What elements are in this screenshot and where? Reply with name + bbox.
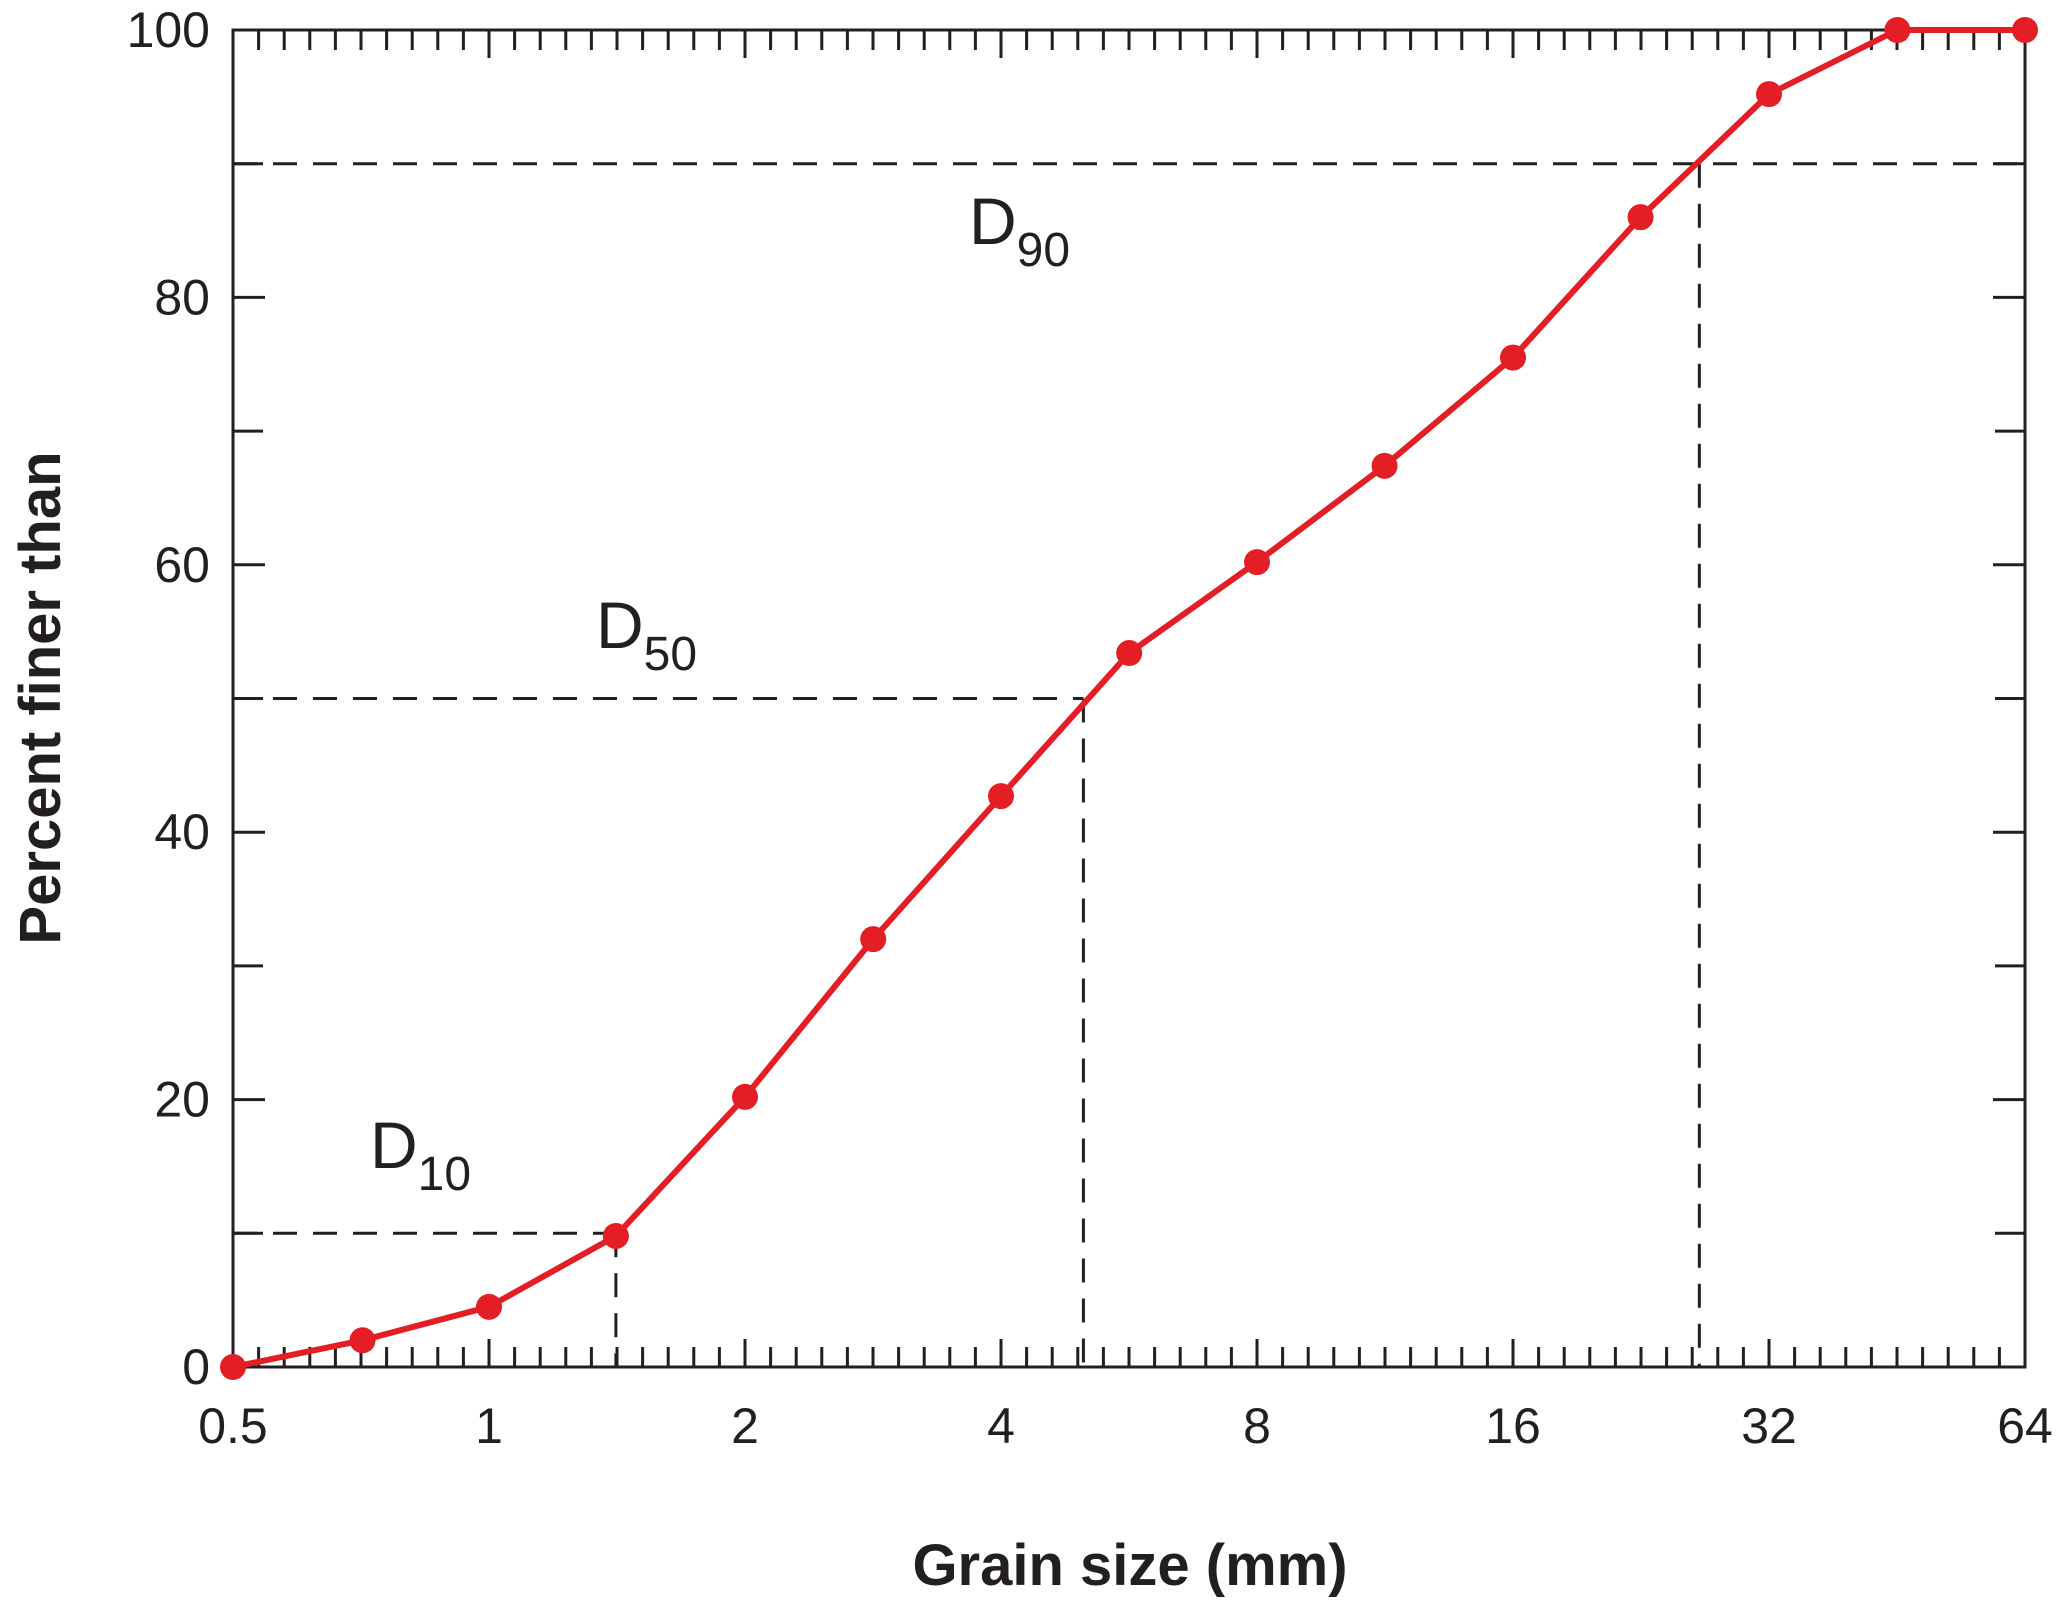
d10-label: D10 xyxy=(370,1108,471,1201)
y-tick-label: 80 xyxy=(154,269,210,325)
d-annotations: D10 D50 D90 xyxy=(370,184,1070,1201)
d10-subscript: 10 xyxy=(418,1148,471,1201)
x-axis-title: Grain size (mm) xyxy=(912,1533,1347,1598)
y-axis-title: Percent finer than xyxy=(8,451,73,944)
d50-subscript: 50 xyxy=(644,628,697,681)
y-tick-label: 0 xyxy=(182,1339,210,1395)
data-point xyxy=(1756,81,1782,108)
x-tick-label: 2 xyxy=(731,1398,759,1454)
data-point xyxy=(860,926,887,953)
y-tick-label: 40 xyxy=(154,804,210,860)
x-tick-label: 4 xyxy=(987,1398,1015,1454)
data-point xyxy=(1116,640,1143,667)
data-point xyxy=(988,783,1014,810)
d50-label: D50 xyxy=(596,588,697,681)
data-point xyxy=(1244,549,1270,576)
axis-ticks xyxy=(231,28,2027,1369)
data-point xyxy=(476,1293,502,1320)
y-tick-label: 20 xyxy=(154,1072,210,1128)
x-tick-label: 32 xyxy=(1741,1398,1797,1454)
data-point xyxy=(1371,452,1398,479)
data-series xyxy=(220,17,2038,1380)
x-tick-label: 16 xyxy=(1485,1398,1541,1454)
data-point xyxy=(220,1354,246,1380)
x-tick-label: 8 xyxy=(1243,1398,1271,1454)
x-tick-label: 0.5 xyxy=(198,1398,268,1454)
data-point xyxy=(1627,204,1654,231)
data-point xyxy=(602,1222,629,1249)
data-point xyxy=(2012,17,2038,43)
data-point xyxy=(732,1083,758,1110)
series-line xyxy=(232,27,2025,1370)
data-point xyxy=(349,1327,376,1354)
data-point xyxy=(1884,17,1911,43)
reference-dashed-lines xyxy=(233,162,2025,1367)
data-point xyxy=(1500,344,1526,371)
y-tick-label: 100 xyxy=(127,2,210,58)
plot-frame xyxy=(231,28,2027,1369)
tick-labels: 0 20 40 60 80 100 0.5 1 2 4 8 16 32 64 xyxy=(127,2,2053,1454)
x-tick-label: 1 xyxy=(475,1398,503,1454)
y-tick-label: 60 xyxy=(154,537,210,593)
x-tick-label: 64 xyxy=(1997,1398,2053,1454)
d90-subscript: 90 xyxy=(1017,224,1070,277)
d90-label: D90 xyxy=(969,184,1070,277)
